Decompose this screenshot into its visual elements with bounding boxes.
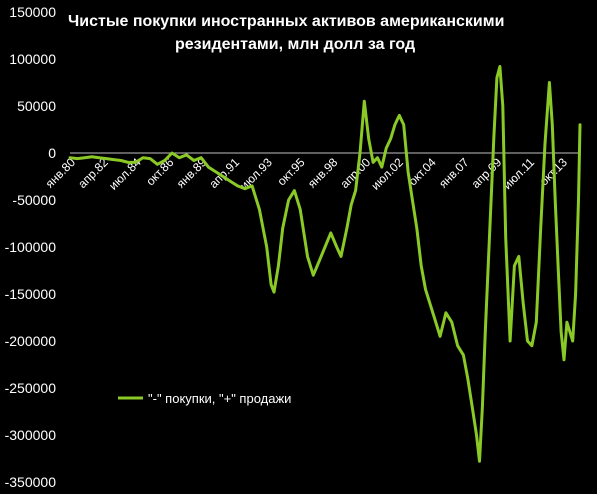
y-tick-label: -300000 — [5, 427, 57, 443]
x-tick-label: окт.86 — [143, 155, 176, 188]
y-tick-label: -150000 — [5, 286, 57, 302]
y-tick-label: -50000 — [12, 192, 56, 208]
legend-label: "-" покупки, "+" продажи — [148, 391, 291, 406]
x-tick-label: апр.82 — [75, 155, 111, 191]
chart-title-line-1: Чистые покупки иностранных активов амери… — [68, 13, 504, 30]
x-tick-label: апр.09 — [469, 155, 505, 191]
x-tick-label: янв.98 — [305, 155, 341, 191]
series-line — [68, 65, 582, 463]
y-tick-label: -100000 — [5, 239, 57, 255]
y-tick-label: -200000 — [5, 333, 57, 349]
x-tick-label: окт.95 — [274, 155, 307, 188]
y-tick-label: 100000 — [9, 51, 56, 67]
x-tick-label: янв.07 — [436, 155, 472, 191]
y-axis-tick-labels: 150000 100000 50000 0 -50000 -100000 -150000 -2… — [5, 4, 57, 490]
y-tick-label: 50000 — [17, 98, 56, 114]
y-tick-label: 150000 — [9, 4, 56, 20]
y-tick-label: -250000 — [5, 380, 57, 396]
y-tick-label: -350000 — [5, 474, 57, 490]
chart-title-line-2: резидентами, млн долл за год — [175, 36, 415, 53]
y-tick-label: 0 — [48, 145, 56, 161]
legend: "-" покупки, "+" продажи — [118, 391, 291, 406]
